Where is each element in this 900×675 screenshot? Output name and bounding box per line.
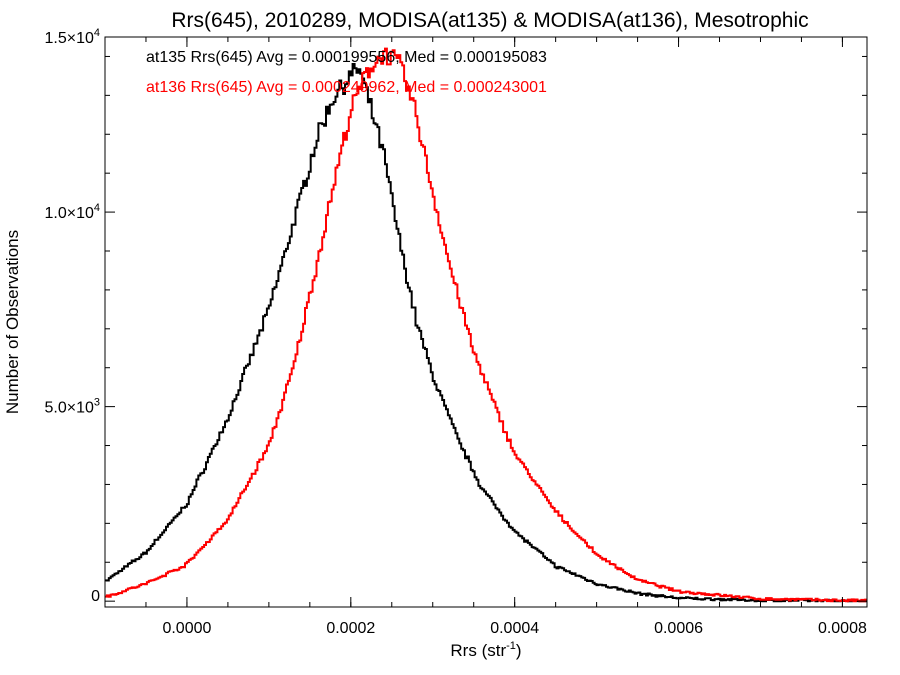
y-tick-label-3: 1.5×104 [44, 27, 100, 47]
x-tick-label-0: 0.0000 [162, 620, 211, 637]
x-axis-label-end: ) [516, 641, 522, 660]
x-tick-label-1: 0.0002 [326, 620, 375, 637]
x-tick-label-3: 0.0006 [654, 620, 703, 637]
y-axis-label: Number of Observations [3, 230, 22, 414]
series-line-at136 [105, 47, 867, 603]
x-tick-label-2: 0.0004 [490, 620, 539, 637]
x-axis-label-sup: -1 [506, 640, 516, 652]
y-tick-label-0: 0 [91, 588, 100, 605]
chart-title: Rrs(645), 2010289, MODISA(at135) & MODIS… [171, 9, 808, 32]
series-layer [105, 47, 867, 603]
x-axis-label-base: Rrs (str [450, 641, 506, 660]
y-tick-label-2: 1.0×104 [44, 202, 100, 222]
series-line-at135 [105, 63, 867, 603]
x-tick-label-4: 0.0008 [818, 620, 867, 637]
x-axis: 0.0000 0.0002 0.0004 0.0006 0.0008 [104, 37, 867, 637]
x-axis-label: Rrs (str-1) [450, 640, 521, 660]
y-axis: 0 5.0×103 1.0×104 1.5×104 [44, 27, 867, 605]
annotation-at136: at136 Rrs(645) Avg = 0.000249962, Med = … [146, 79, 547, 96]
annotation-at135: at135 Rrs(645) Avg = 0.000199556, Med = … [146, 49, 547, 66]
plot-frame [104, 36, 868, 608]
y-tick-label-1: 5.0×103 [44, 397, 100, 417]
